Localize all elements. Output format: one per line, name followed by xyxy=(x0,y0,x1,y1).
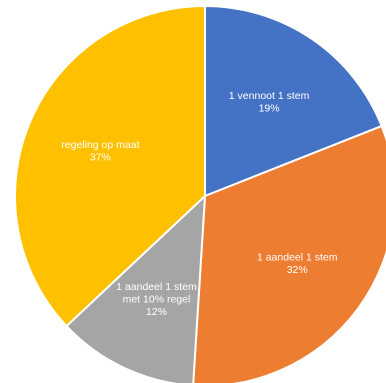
pie-slice-2 xyxy=(65,193,207,383)
pie-slice-0 xyxy=(204,4,383,198)
pie-slice-label-2: 1 aandeel 1 stem met 10% regel 12% xyxy=(116,281,197,318)
pie-slice-label-1: 1 aandeel 1 stem 32% xyxy=(257,251,338,276)
pie-slice-3 xyxy=(14,4,206,328)
pie-slice-1 xyxy=(192,124,386,383)
pie-slices xyxy=(14,4,386,383)
pie-labels: 1 vennoot 1 stem 19% 1 aandeel 1 stem 32% 1 … xyxy=(61,90,337,318)
pie-slice-label-3: regeling op maat 37% xyxy=(61,139,139,164)
pie-slice-label-0: 1 vennoot 1 stem 19% xyxy=(229,90,310,115)
